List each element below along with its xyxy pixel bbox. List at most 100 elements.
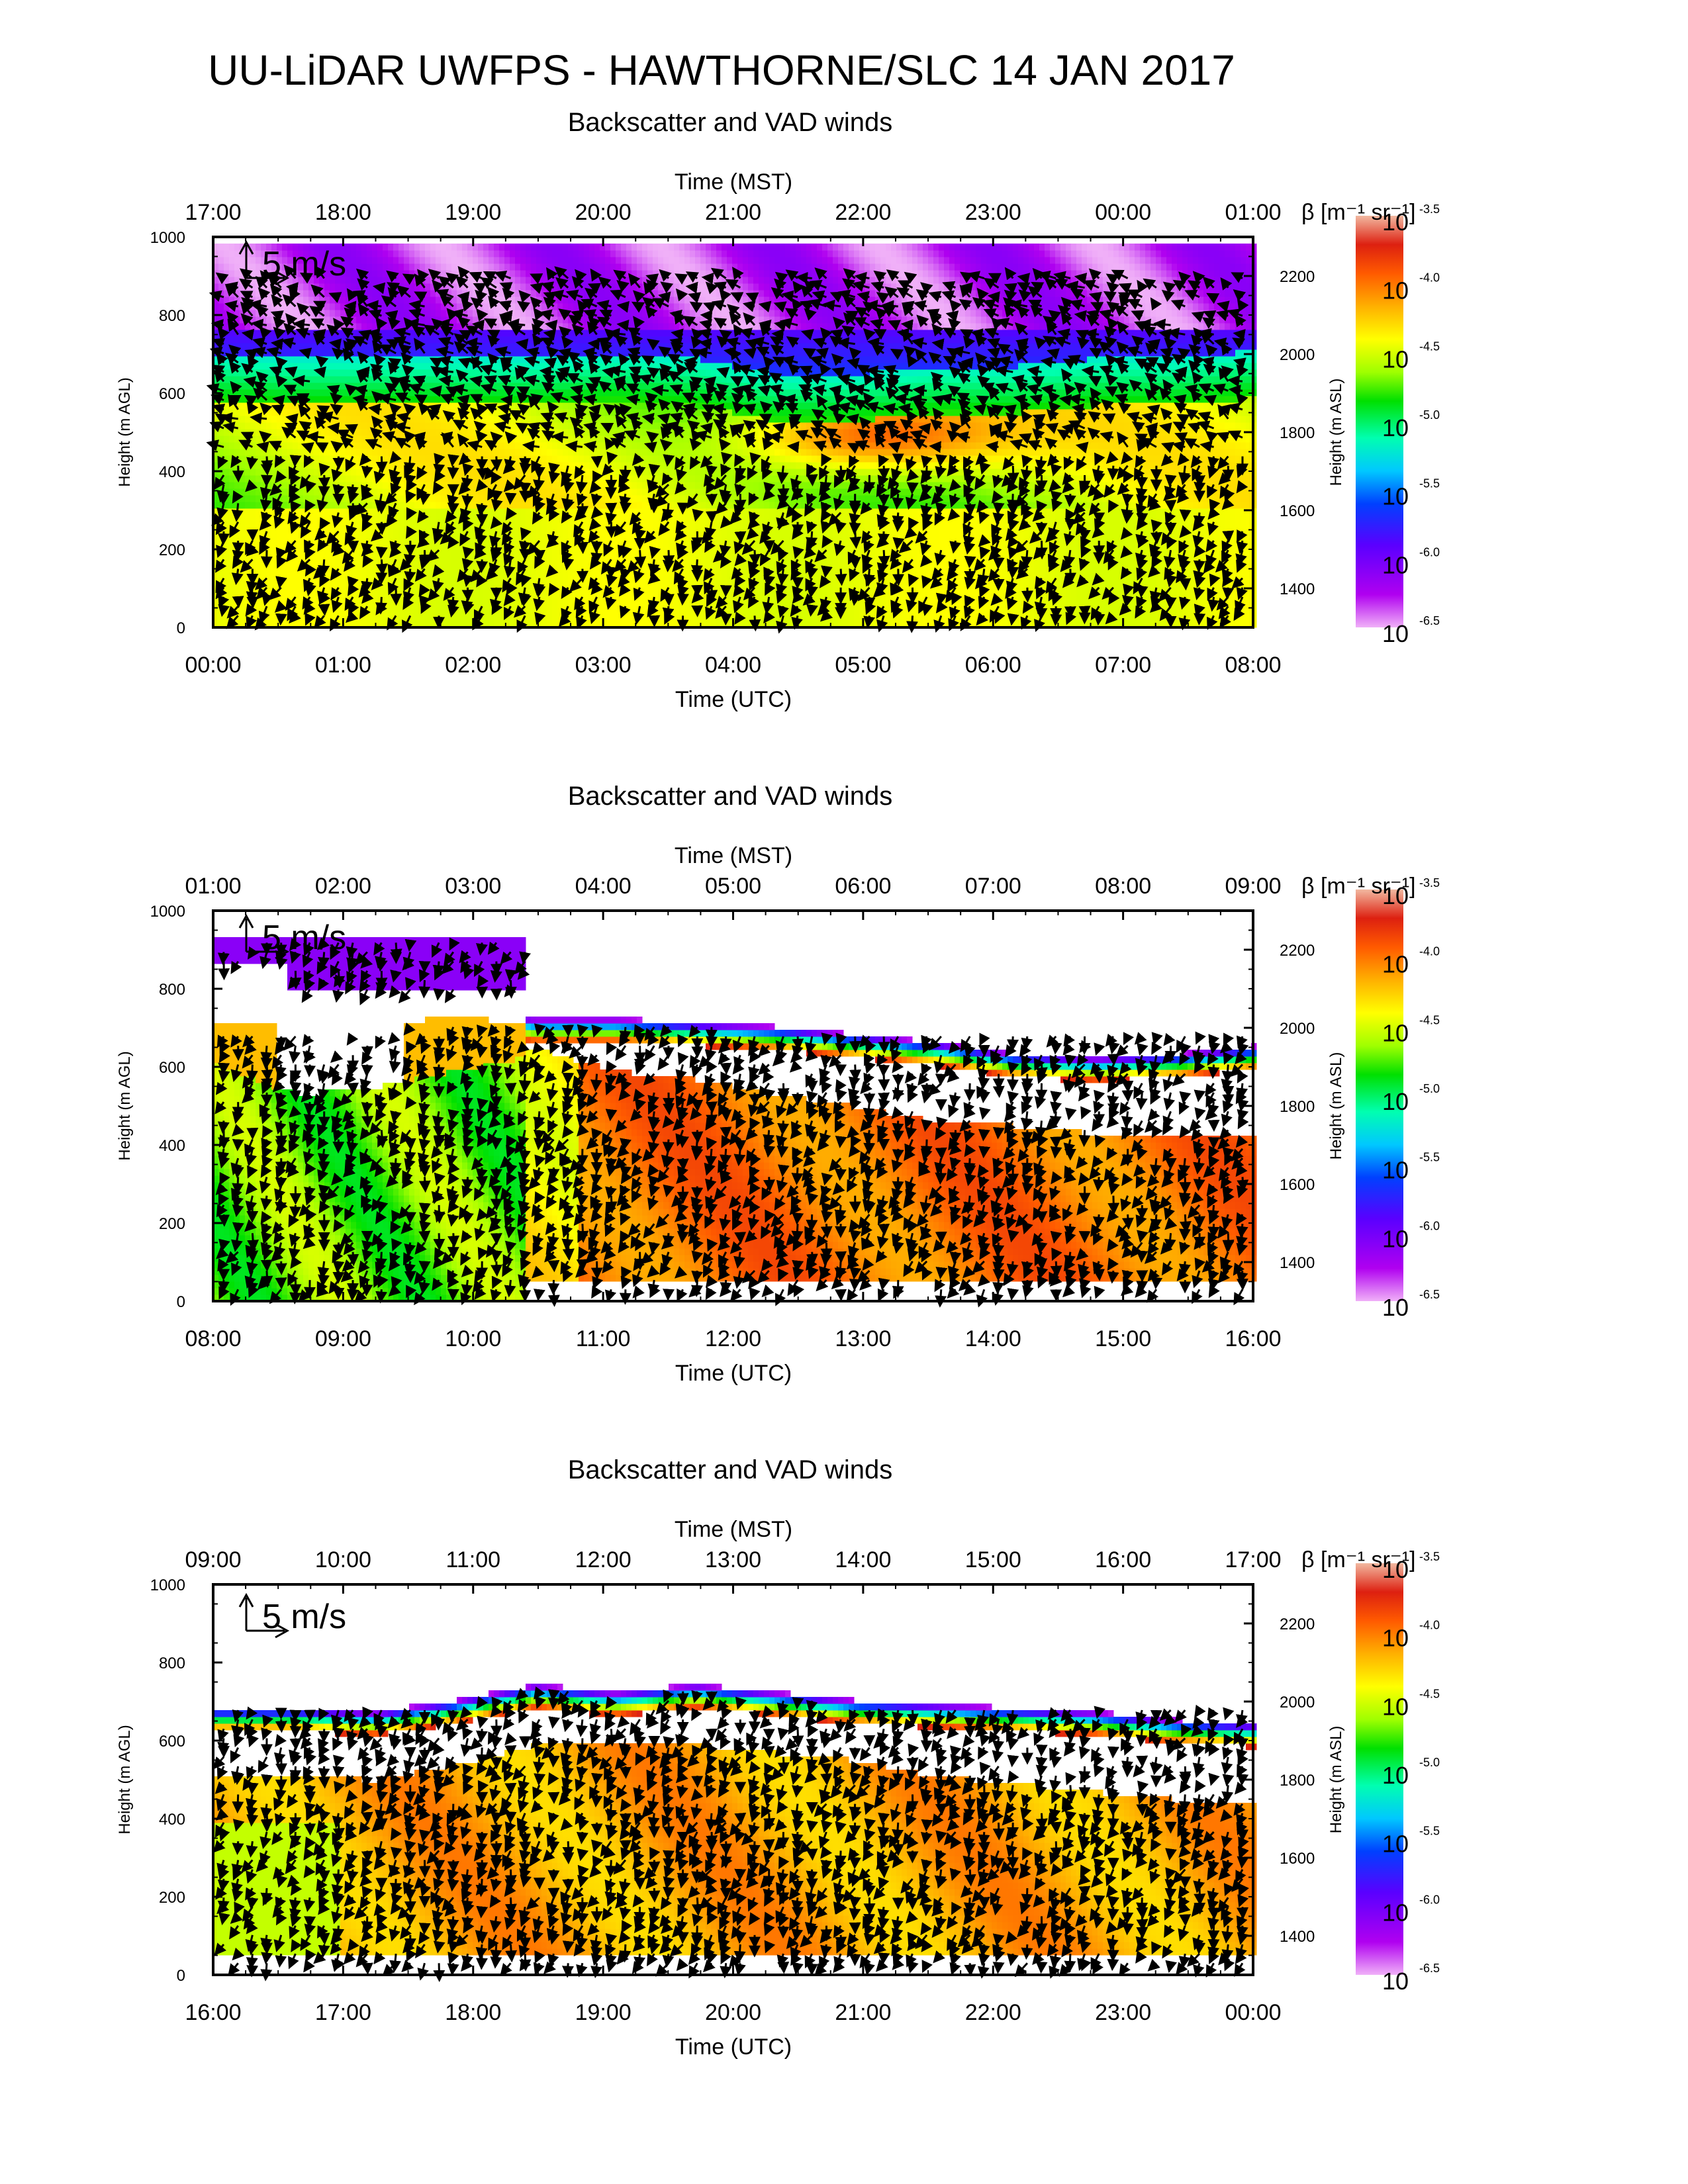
field-cell (271, 303, 277, 310)
field-cell (282, 522, 288, 529)
field-cell (245, 601, 251, 608)
field-cell (282, 369, 288, 377)
field-cell (229, 442, 235, 449)
field-cell (324, 561, 330, 569)
field-cell (308, 296, 314, 304)
field-cell (229, 429, 235, 436)
field-cell (330, 555, 336, 562)
field-cell (234, 588, 240, 595)
field-cell (229, 568, 235, 575)
field-cell (250, 508, 256, 516)
field-cell (308, 462, 314, 469)
field-cell (271, 561, 277, 569)
field-cell (224, 402, 230, 410)
field-cell (308, 369, 314, 377)
field-cell (229, 574, 235, 582)
field-cell (298, 515, 304, 522)
field-cell (282, 568, 288, 575)
field-cell (303, 535, 309, 542)
field-cell (229, 330, 235, 337)
field-cell (229, 257, 235, 264)
field-cell (245, 528, 251, 535)
field-cell (324, 462, 330, 469)
field-cell (346, 270, 352, 277)
field-cell (271, 435, 277, 443)
field-cell (266, 383, 272, 390)
field-cell (229, 601, 235, 608)
field-cell (218, 257, 224, 264)
field-cell (308, 330, 314, 337)
field-cell (293, 402, 299, 410)
field-cell (282, 561, 288, 569)
field-cell (240, 376, 246, 383)
field-cell (287, 568, 293, 575)
field-cell (308, 290, 314, 297)
field-cell (250, 522, 256, 529)
field-cell (335, 310, 341, 317)
field-cell (271, 528, 277, 535)
field-cell (224, 588, 230, 595)
field-cell (340, 442, 346, 449)
field-cell (224, 389, 230, 396)
field-cell (266, 614, 272, 621)
field-cell (240, 548, 246, 555)
field-cell (245, 336, 251, 343)
field-cell (271, 482, 277, 489)
field-cell (256, 522, 261, 529)
field-cell (234, 343, 240, 350)
field-cell (229, 555, 235, 562)
field-cell (324, 555, 330, 562)
field-cell (256, 535, 261, 542)
field-cell (324, 396, 330, 403)
field-cell (303, 336, 309, 343)
field-cell (282, 535, 288, 542)
field-cell (324, 343, 330, 350)
field-cell (298, 601, 304, 608)
field-cell (324, 303, 330, 310)
field-cell (282, 515, 288, 522)
field-cell (256, 356, 261, 363)
field-cell (324, 522, 330, 529)
field-cell (229, 435, 235, 443)
field-cell (308, 495, 314, 502)
field-cell (282, 475, 288, 482)
field-cell (229, 469, 235, 476)
field-cell (287, 376, 293, 383)
field-cell (245, 495, 251, 502)
field-cell (298, 475, 304, 482)
field-cell (229, 389, 235, 396)
field-cell (282, 330, 288, 337)
field-cell (340, 588, 346, 595)
field-cell (298, 296, 304, 304)
field-cell (346, 416, 352, 423)
field-cell (224, 568, 230, 575)
field-cell (330, 508, 336, 516)
field-cell (303, 369, 309, 377)
field-cell (229, 250, 235, 257)
field-cell (250, 296, 256, 304)
field-cell (324, 614, 330, 621)
field-cell (319, 449, 325, 456)
field-cell (256, 263, 261, 271)
field-cell (224, 442, 230, 449)
field-cell (271, 568, 277, 575)
field-cell (308, 343, 314, 350)
field-cell (240, 349, 246, 357)
field-cell (287, 449, 293, 456)
field-cell (277, 541, 283, 549)
field-cell (266, 608, 272, 615)
field-cell (240, 488, 246, 496)
field-cell (245, 515, 251, 522)
field-cell (340, 594, 346, 602)
field-cell (287, 455, 293, 463)
field-cell (346, 250, 352, 257)
field-cell (298, 548, 304, 555)
field-cell (340, 449, 346, 456)
field-cell (282, 588, 288, 595)
field-cell (308, 389, 314, 396)
field-cell (224, 608, 230, 615)
field-cell (308, 561, 314, 569)
field-cell (256, 614, 261, 621)
field-cell (324, 568, 330, 575)
field-cell (266, 336, 272, 343)
